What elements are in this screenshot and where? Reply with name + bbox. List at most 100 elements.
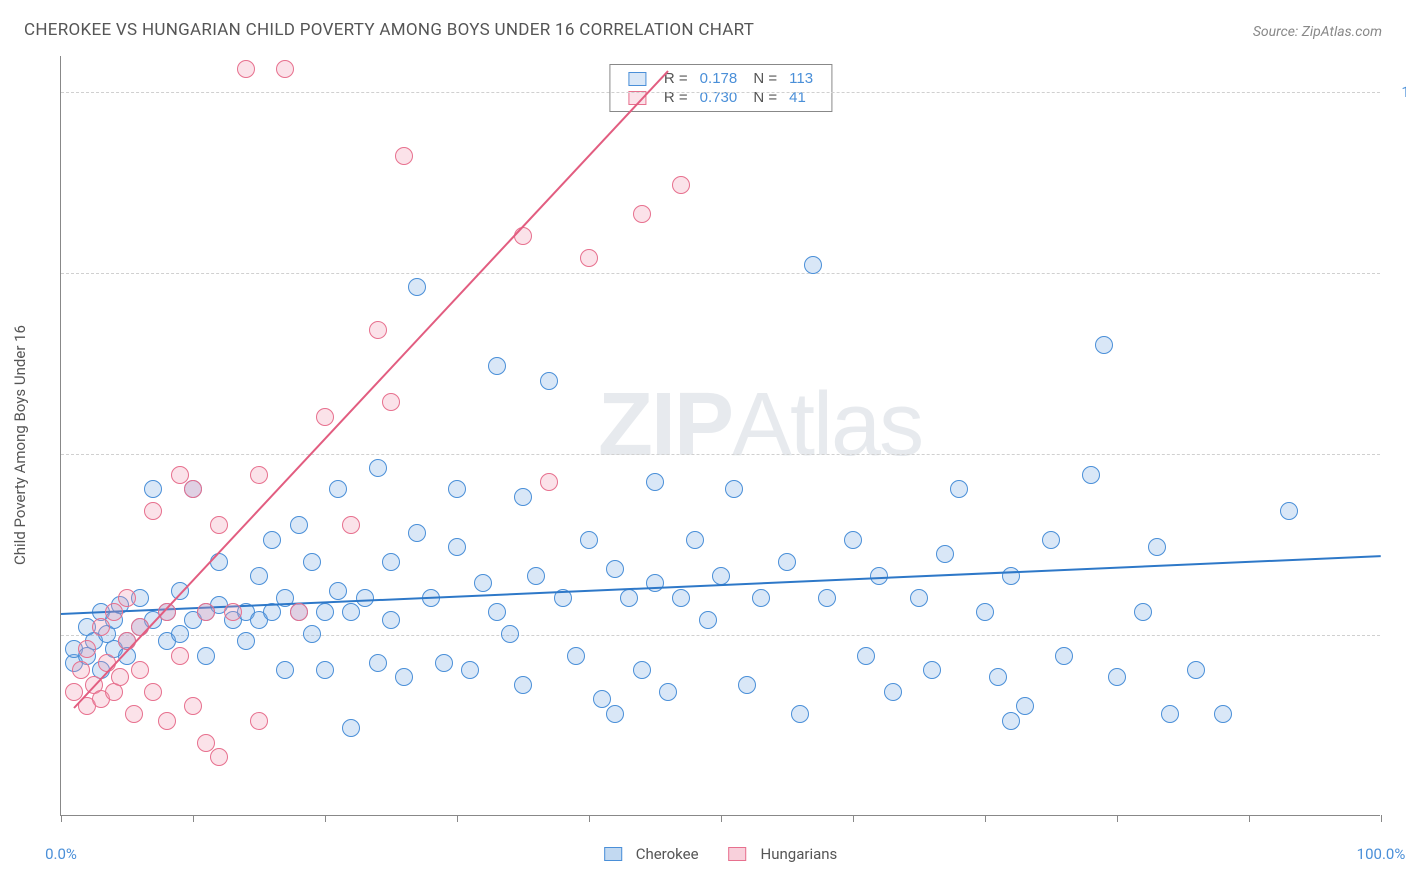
data-point — [672, 589, 690, 607]
data-point — [316, 603, 334, 621]
legend-n-value-hungarians: 41 — [783, 88, 819, 107]
swatch-cherokee — [604, 847, 622, 861]
data-point — [1016, 697, 1034, 715]
data-point — [395, 668, 413, 686]
data-point — [131, 661, 149, 679]
data-point — [1108, 668, 1126, 686]
data-point — [197, 603, 215, 621]
legend-label-hungarians: Hungarians — [761, 845, 838, 863]
data-point — [633, 661, 651, 679]
data-point — [804, 256, 822, 274]
data-point — [250, 712, 268, 730]
data-point — [461, 661, 479, 679]
data-point — [125, 705, 143, 723]
data-point — [1148, 538, 1166, 556]
data-point — [408, 524, 426, 542]
data-point — [646, 473, 664, 491]
data-point — [923, 661, 941, 679]
data-point — [488, 603, 506, 621]
data-point — [197, 647, 215, 665]
legend-n-value-cherokee: 113 — [783, 69, 819, 88]
x-tick — [61, 815, 62, 822]
data-point — [1095, 336, 1113, 354]
x-tick — [589, 815, 590, 822]
chart-source: Source: ZipAtlas.com — [1253, 24, 1382, 40]
data-point — [514, 488, 532, 506]
data-point — [382, 553, 400, 571]
data-point — [118, 589, 136, 607]
data-point — [593, 690, 611, 708]
chart-title: CHEROKEE VS HUNGARIAN CHILD POVERTY AMON… — [24, 20, 754, 40]
data-point — [1042, 531, 1060, 549]
data-point — [778, 553, 796, 571]
data-point — [197, 734, 215, 752]
grid-line — [61, 454, 1380, 455]
data-point — [171, 466, 189, 484]
x-tick — [1381, 815, 1382, 822]
legend-n-label: N = — [743, 69, 783, 88]
y-tick-label: 100.0% — [1401, 83, 1406, 101]
data-point — [989, 668, 1007, 686]
data-point — [303, 625, 321, 643]
data-point — [738, 676, 756, 694]
data-point — [316, 408, 334, 426]
data-point — [606, 560, 624, 578]
data-point — [184, 697, 202, 715]
data-point — [580, 531, 598, 549]
data-point — [369, 321, 387, 339]
x-tick — [1117, 815, 1118, 822]
data-point — [158, 712, 176, 730]
data-point — [580, 249, 598, 267]
data-point — [111, 668, 129, 686]
x-tick — [721, 815, 722, 822]
watermark-bold: ZIP — [598, 375, 732, 475]
legend-r-label: R = — [658, 69, 694, 88]
chart-header: CHEROKEE VS HUNGARIAN CHILD POVERTY AMON… — [0, 0, 1406, 48]
data-point — [752, 589, 770, 607]
x-tick-label: 100.0% — [1357, 845, 1406, 863]
data-point — [620, 589, 638, 607]
swatch-cherokee — [628, 72, 646, 86]
data-point — [1002, 712, 1020, 730]
chart-container: Child Poverty Among Boys Under 16 ZIPAtl… — [60, 56, 1380, 846]
data-point — [329, 480, 347, 498]
data-point — [144, 683, 162, 701]
legend-n-label: N = — [743, 88, 783, 107]
watermark: ZIPAtlas — [598, 374, 922, 477]
data-point — [171, 625, 189, 643]
swatch-hungarians — [729, 847, 747, 861]
data-point — [857, 647, 875, 665]
x-tick-label: 0.0% — [45, 845, 77, 863]
data-point — [316, 661, 334, 679]
data-point — [1187, 661, 1205, 679]
data-point — [646, 574, 664, 592]
legend-row-hungarians: R = 0.730 N = 41 — [622, 88, 819, 107]
data-point — [514, 676, 532, 694]
x-tick — [853, 815, 854, 822]
data-point — [224, 603, 242, 621]
data-point — [448, 538, 466, 556]
data-point — [1002, 567, 1020, 585]
data-point — [567, 647, 585, 665]
trend-line — [61, 555, 1381, 615]
data-point — [210, 748, 228, 766]
legend-r-value-cherokee: 0.178 — [694, 69, 744, 88]
grid-line — [61, 273, 1380, 274]
data-point — [408, 278, 426, 296]
data-point — [884, 683, 902, 701]
data-point — [527, 567, 545, 585]
y-axis-label: Child Poverty Among Boys Under 16 — [11, 325, 29, 565]
data-point — [369, 459, 387, 477]
data-point — [290, 603, 308, 621]
data-point — [250, 567, 268, 585]
data-point — [791, 705, 809, 723]
data-point — [1134, 603, 1152, 621]
legend-item-hungarians: Hungarians — [729, 845, 838, 863]
data-point — [237, 60, 255, 78]
data-point — [633, 205, 651, 223]
data-point — [276, 661, 294, 679]
data-point — [263, 531, 281, 549]
legend-r-value-hungarians: 0.730 — [694, 88, 744, 107]
data-point — [210, 516, 228, 534]
watermark-rest: Atlas — [732, 375, 922, 475]
